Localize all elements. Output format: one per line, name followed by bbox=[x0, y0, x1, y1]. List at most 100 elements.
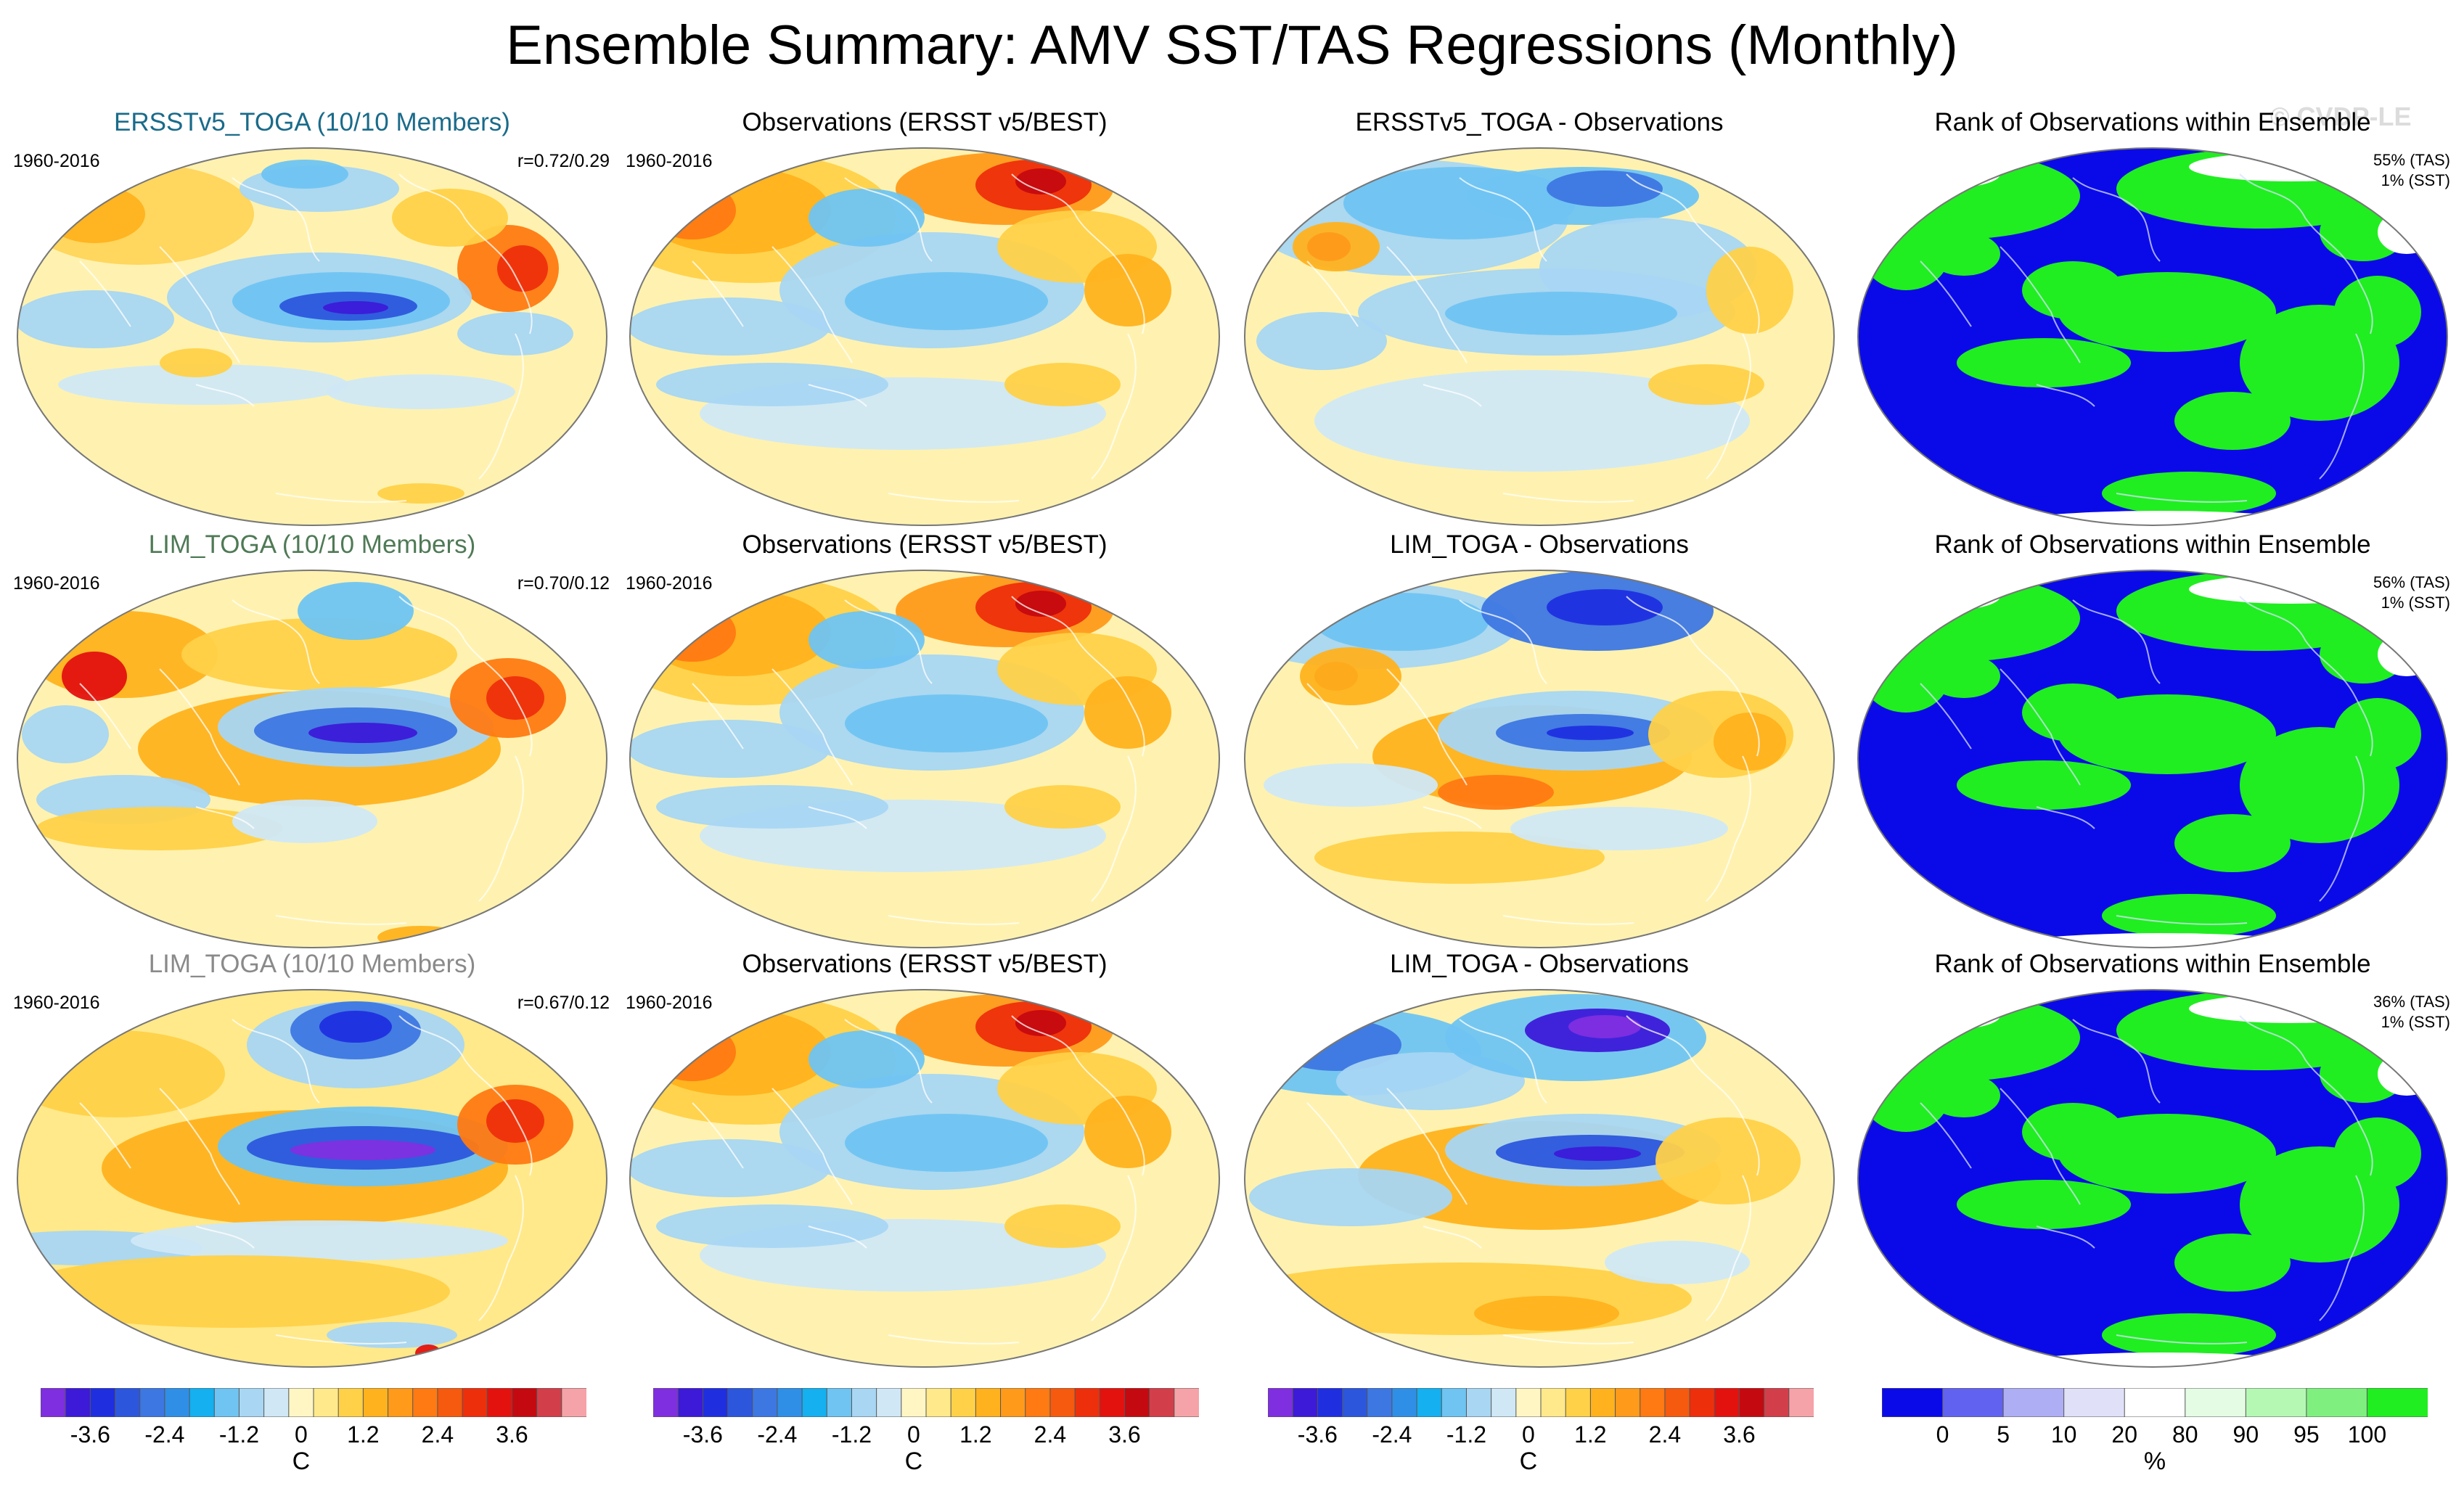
colorbar-swatch bbox=[2306, 1388, 2368, 1417]
colorbar-swatch bbox=[1764, 1388, 1790, 1417]
panel-correlation-row3: r=0.67/0.12 bbox=[517, 993, 610, 1013]
colorbar-regression-1 bbox=[41, 1388, 586, 1417]
colorbar-swatch bbox=[1391, 1388, 1418, 1417]
map-rank-row3 bbox=[1857, 989, 2448, 1368]
colorbar-tick-label: 20 bbox=[2111, 1421, 2138, 1448]
colorbar-tick-label: 1.2 bbox=[959, 1421, 992, 1448]
colorbar-tick-label: 0 bbox=[295, 1421, 308, 1448]
map-rank-row2 bbox=[1857, 570, 2448, 948]
panel-period-obs-row3: 1960-2016 bbox=[626, 993, 713, 1013]
colorbar-unit: C bbox=[1519, 1448, 1538, 1475]
colorbar-tick-label: -2.4 bbox=[144, 1421, 185, 1448]
panel-title-diff-row1: ERSSTv5_TOGA - Observations bbox=[1355, 108, 1724, 136]
map-diff-row3 bbox=[1244, 989, 1835, 1368]
colorbar-swatch bbox=[412, 1388, 438, 1417]
panel-title-rank-row2: Rank of Observations within Ensemble bbox=[1934, 530, 2371, 559]
panel-period-ensemble-row2: 1960-2016 bbox=[13, 573, 100, 594]
colorbar-swatch bbox=[1615, 1388, 1641, 1417]
colorbar-swatch bbox=[238, 1388, 265, 1417]
rank-sst-row1: 1% (SST) bbox=[2381, 171, 2450, 189]
colorbar-unit: C bbox=[292, 1448, 311, 1475]
colorbar-swatch bbox=[702, 1388, 729, 1417]
colorbar-swatch bbox=[1342, 1388, 1368, 1417]
colorbar-swatch bbox=[777, 1388, 803, 1417]
colorbar-tick-label: 2.4 bbox=[421, 1421, 454, 1448]
colorbar-swatch bbox=[2002, 1388, 2065, 1417]
colorbar-regression-2 bbox=[653, 1388, 1199, 1417]
colorbar-swatch bbox=[1367, 1388, 1393, 1417]
colorbar-swatch bbox=[1149, 1388, 1175, 1417]
panel-title-rank-row1: Rank of Observations within Ensemble bbox=[1934, 108, 2371, 136]
colorbar-swatch bbox=[901, 1388, 927, 1417]
colorbar-swatch bbox=[189, 1388, 216, 1417]
panel-title-ensemble-row2: LIM_TOGA (10/10 Members) bbox=[148, 530, 476, 559]
colorbar-swatch bbox=[1049, 1388, 1076, 1417]
colorbar-swatch bbox=[1441, 1388, 1468, 1417]
colorbar-swatch bbox=[1540, 1388, 1567, 1417]
colorbar-regression-3 bbox=[1268, 1388, 1814, 1417]
colorbar-tick-label: 0 bbox=[1522, 1421, 1535, 1448]
colorbar-unit: C bbox=[904, 1448, 923, 1475]
colorbar-swatch bbox=[41, 1388, 67, 1417]
colorbar-swatch bbox=[213, 1388, 240, 1417]
colorbar-tick-label: 1.2 bbox=[347, 1421, 380, 1448]
map-ensemble-row3 bbox=[17, 989, 607, 1368]
colorbar-swatch bbox=[1416, 1388, 1443, 1417]
colorbar-swatch bbox=[801, 1388, 828, 1417]
colorbar-swatch bbox=[263, 1388, 290, 1417]
colorbar-swatch bbox=[1589, 1388, 1616, 1417]
colorbar-tick-label: -3.6 bbox=[1297, 1421, 1338, 1448]
colorbar-swatch bbox=[2366, 1388, 2428, 1417]
panel-correlation-row2: r=0.70/0.12 bbox=[517, 573, 610, 594]
panel-title-diff-row3: LIM_TOGA - Observations bbox=[1390, 950, 1689, 978]
colorbar-swatch bbox=[139, 1388, 165, 1417]
colorbar-swatch bbox=[1882, 1388, 1944, 1417]
colorbar-swatch bbox=[1664, 1388, 1691, 1417]
colorbar-tick-label: 0 bbox=[1936, 1421, 1949, 1448]
colorbar-unit: % bbox=[2143, 1448, 2166, 1475]
colorbar-swatch bbox=[653, 1388, 679, 1417]
colorbar-swatch bbox=[1738, 1388, 1765, 1417]
colorbar-tick-label: 100 bbox=[2347, 1421, 2387, 1448]
figure-title: Ensemble Summary: AMV SST/TAS Regression… bbox=[506, 15, 1958, 76]
map-ensemble-row1 bbox=[17, 147, 607, 526]
panel-correlation-row1: r=0.72/0.29 bbox=[517, 151, 610, 171]
panel-title-obs-row3: Observations (ERSST v5/BEST) bbox=[742, 950, 1108, 978]
colorbar-swatch bbox=[362, 1388, 389, 1417]
colorbar-swatch bbox=[925, 1388, 952, 1417]
colorbar-swatch bbox=[876, 1388, 902, 1417]
watermark: © CVDP-LE bbox=[2270, 102, 2412, 131]
panel-period-ensemble-row3: 1960-2016 bbox=[13, 993, 100, 1013]
colorbar-tick-label: -1.2 bbox=[1446, 1421, 1487, 1448]
colorbar-swatch bbox=[337, 1388, 364, 1417]
colorbar-swatch bbox=[1942, 1388, 2005, 1417]
colorbar-swatch bbox=[1565, 1388, 1592, 1417]
colorbar-swatch bbox=[115, 1388, 141, 1417]
panel-period-obs-row2: 1960-2016 bbox=[626, 573, 713, 594]
colorbar-tick-label: 1.2 bbox=[1574, 1421, 1607, 1448]
colorbar-swatch bbox=[164, 1388, 191, 1417]
colorbar-swatch bbox=[1000, 1388, 1026, 1417]
colorbar-swatch bbox=[1714, 1388, 1740, 1417]
panel-title-rank-row3: Rank of Observations within Ensemble bbox=[1934, 950, 2371, 978]
panel-title-obs-row1: Observations (ERSST v5/BEST) bbox=[742, 108, 1108, 136]
panel-title-ensemble-row3: LIM_TOGA (10/10 Members) bbox=[148, 950, 476, 978]
colorbar-tick-label: 80 bbox=[2172, 1421, 2198, 1448]
colorbar-swatch bbox=[437, 1388, 464, 1417]
rank-sst-row2: 1% (SST) bbox=[2381, 594, 2450, 612]
panel-title-obs-row2: Observations (ERSST v5/BEST) bbox=[742, 530, 1108, 559]
map-diff-row2 bbox=[1244, 570, 1835, 948]
colorbar-tick-label: -2.4 bbox=[1372, 1421, 1412, 1448]
colorbar-tick-label: 2.4 bbox=[1034, 1421, 1067, 1448]
colorbar-tick-label: 2.4 bbox=[1648, 1421, 1682, 1448]
colorbar-swatch bbox=[2185, 1388, 2247, 1417]
colorbar-swatch bbox=[511, 1388, 538, 1417]
colorbar-swatch bbox=[1025, 1388, 1051, 1417]
map-obs-row3 bbox=[629, 989, 1220, 1368]
colorbar-tick-label: 3.6 bbox=[1723, 1421, 1756, 1448]
colorbar-swatch bbox=[1788, 1388, 1814, 1417]
panel-period-ensemble-row1: 1960-2016 bbox=[13, 151, 100, 171]
colorbar-tick-label: -1.2 bbox=[218, 1421, 260, 1448]
colorbar-tick-label: 90 bbox=[2232, 1421, 2259, 1448]
colorbar-swatch bbox=[1640, 1388, 1666, 1417]
